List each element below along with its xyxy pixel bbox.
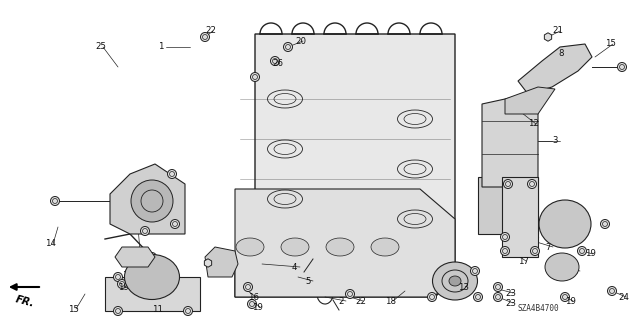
Text: 19: 19 [118, 283, 129, 292]
Text: 22: 22 [205, 26, 216, 35]
Circle shape [141, 226, 150, 235]
Circle shape [493, 293, 502, 301]
Text: 3: 3 [552, 137, 557, 145]
Ellipse shape [236, 238, 264, 256]
Ellipse shape [539, 200, 591, 248]
Circle shape [618, 63, 627, 71]
Polygon shape [205, 247, 238, 277]
Circle shape [118, 279, 127, 288]
Polygon shape [545, 33, 552, 41]
Text: 12: 12 [528, 120, 539, 129]
Ellipse shape [449, 276, 461, 286]
Polygon shape [235, 34, 455, 297]
Text: 19: 19 [565, 296, 576, 306]
Ellipse shape [326, 238, 354, 256]
Circle shape [113, 272, 122, 281]
Text: 7: 7 [545, 242, 550, 251]
Text: 13: 13 [458, 283, 469, 292]
Polygon shape [502, 177, 538, 257]
Text: 18: 18 [385, 296, 396, 306]
Text: SZA4B4700: SZA4B4700 [517, 304, 559, 313]
Circle shape [243, 283, 253, 292]
Circle shape [184, 307, 193, 315]
Text: 5: 5 [305, 277, 310, 286]
Text: 21: 21 [552, 26, 563, 35]
Circle shape [470, 266, 479, 276]
Circle shape [607, 286, 616, 295]
Text: 19: 19 [252, 302, 263, 311]
Text: 16: 16 [248, 293, 259, 301]
Polygon shape [518, 44, 592, 94]
Circle shape [474, 293, 483, 301]
Polygon shape [105, 277, 200, 311]
Ellipse shape [371, 238, 399, 256]
Circle shape [504, 180, 513, 189]
Text: 14: 14 [45, 240, 56, 249]
Circle shape [600, 219, 609, 228]
Circle shape [200, 33, 209, 41]
Circle shape [113, 307, 122, 315]
Ellipse shape [125, 255, 179, 300]
Text: 10: 10 [132, 247, 143, 256]
Text: 23: 23 [505, 299, 516, 308]
Circle shape [527, 180, 536, 189]
Polygon shape [204, 259, 212, 267]
Ellipse shape [551, 211, 579, 237]
Text: 25: 25 [95, 42, 106, 51]
Circle shape [500, 233, 509, 241]
Circle shape [577, 225, 586, 234]
Polygon shape [478, 177, 538, 234]
Circle shape [531, 247, 540, 256]
Text: 23: 23 [505, 288, 516, 298]
Text: FR.: FR. [14, 294, 36, 309]
Circle shape [168, 169, 177, 179]
Polygon shape [115, 247, 155, 267]
Text: 20: 20 [295, 36, 306, 46]
Text: 8: 8 [558, 49, 563, 58]
Text: 9: 9 [215, 256, 220, 265]
Polygon shape [482, 94, 538, 187]
Ellipse shape [138, 266, 166, 288]
Circle shape [271, 56, 280, 65]
Text: 15: 15 [605, 40, 616, 48]
Circle shape [51, 197, 60, 205]
Circle shape [248, 300, 257, 308]
Circle shape [170, 219, 179, 228]
Polygon shape [110, 164, 185, 234]
Ellipse shape [545, 253, 579, 281]
Text: 24: 24 [618, 293, 629, 301]
Circle shape [561, 293, 570, 301]
Circle shape [493, 283, 502, 292]
Text: 17: 17 [518, 256, 529, 265]
Circle shape [500, 247, 509, 256]
Circle shape [428, 293, 436, 301]
Text: 21: 21 [225, 263, 236, 271]
Ellipse shape [554, 260, 570, 274]
Text: 22: 22 [355, 296, 366, 306]
Circle shape [147, 253, 157, 262]
Text: 11: 11 [152, 305, 163, 314]
Circle shape [346, 290, 355, 299]
Text: 6: 6 [572, 266, 577, 276]
Polygon shape [235, 189, 455, 297]
Polygon shape [505, 87, 555, 114]
Text: 12: 12 [122, 271, 133, 279]
Circle shape [250, 72, 259, 81]
Text: 1: 1 [158, 42, 163, 51]
Ellipse shape [131, 180, 173, 222]
Circle shape [284, 42, 292, 51]
Text: 4: 4 [292, 263, 298, 271]
Text: 19: 19 [585, 249, 596, 258]
Circle shape [577, 247, 586, 256]
Text: 15: 15 [68, 305, 79, 314]
Text: 26: 26 [272, 60, 283, 69]
Ellipse shape [281, 238, 309, 256]
Text: 2: 2 [338, 296, 344, 306]
Circle shape [577, 210, 586, 219]
Ellipse shape [433, 262, 477, 300]
